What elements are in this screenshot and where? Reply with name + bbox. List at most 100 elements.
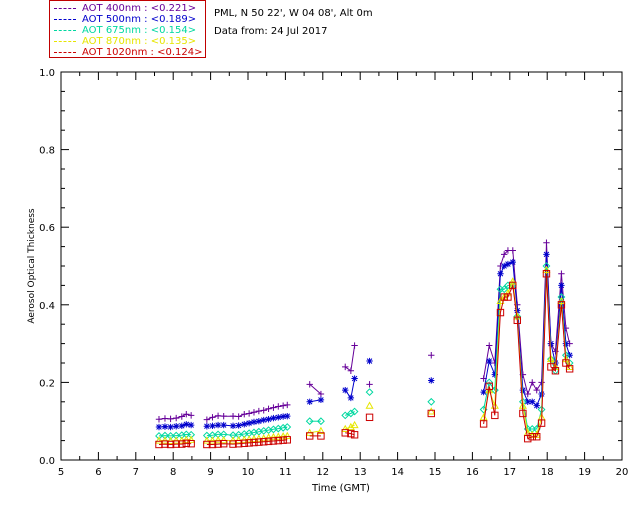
data-point bbox=[187, 412, 195, 419]
data-point bbox=[537, 419, 546, 427]
data-point bbox=[274, 436, 282, 445]
data-point bbox=[260, 438, 268, 446]
data-point bbox=[305, 417, 314, 426]
data-point bbox=[497, 270, 504, 277]
data-point bbox=[547, 340, 555, 347]
data-point bbox=[524, 434, 532, 443]
data-point bbox=[265, 405, 272, 412]
data-point bbox=[172, 423, 180, 430]
data-point bbox=[500, 251, 508, 258]
data-point bbox=[347, 394, 355, 402]
data-point bbox=[214, 412, 222, 419]
series-line bbox=[158, 442, 192, 446]
data-point bbox=[500, 262, 508, 270]
data-point bbox=[350, 420, 359, 429]
data-point bbox=[269, 437, 278, 445]
data-point bbox=[284, 412, 291, 420]
data-point bbox=[341, 429, 349, 437]
data-point bbox=[166, 436, 175, 445]
data-point bbox=[479, 413, 488, 421]
data-point bbox=[317, 396, 325, 404]
data-point bbox=[306, 398, 313, 405]
data-point bbox=[274, 432, 283, 440]
y-tick-label: 0.4 bbox=[39, 301, 55, 312]
x-tick-label: 18 bbox=[541, 467, 554, 478]
data-point bbox=[172, 414, 180, 422]
series-line bbox=[345, 432, 355, 436]
data-point bbox=[317, 390, 325, 398]
data-point bbox=[557, 296, 566, 304]
x-axis-label: Time (GMT) bbox=[311, 483, 370, 494]
data-point bbox=[203, 416, 211, 423]
data-point bbox=[214, 435, 223, 444]
data-point bbox=[342, 363, 349, 371]
data-point bbox=[543, 239, 550, 246]
series-aot-1020nm bbox=[155, 270, 574, 449]
y-tick-label: 1.0 bbox=[39, 68, 55, 79]
data-point bbox=[178, 440, 186, 448]
data-point bbox=[341, 424, 350, 433]
series-line bbox=[483, 273, 571, 440]
data-point bbox=[347, 367, 355, 374]
data-point bbox=[250, 438, 258, 447]
data-point bbox=[183, 411, 190, 418]
data-point bbox=[260, 416, 267, 424]
data-point bbox=[178, 413, 186, 420]
data-point bbox=[161, 415, 169, 422]
data-point bbox=[161, 423, 169, 430]
data-point bbox=[161, 431, 169, 440]
data-point bbox=[529, 379, 536, 386]
data-point bbox=[427, 397, 436, 406]
x-tick-label: 7 bbox=[133, 467, 139, 478]
data-point bbox=[270, 414, 277, 422]
y-tick-label: 0.6 bbox=[39, 223, 55, 234]
legend-swatch bbox=[54, 7, 76, 9]
data-point bbox=[351, 375, 358, 382]
data-point bbox=[486, 357, 493, 365]
data-point bbox=[240, 439, 248, 448]
legend-swatch bbox=[54, 51, 76, 53]
data-point bbox=[155, 423, 163, 431]
data-point bbox=[366, 357, 373, 365]
data-point bbox=[214, 440, 222, 448]
data-point bbox=[547, 363, 555, 371]
data-point bbox=[543, 251, 550, 258]
legend-item-870nm: AOT 870nm : <0.135> bbox=[54, 36, 196, 47]
data-point bbox=[234, 435, 243, 444]
data-point bbox=[279, 413, 287, 420]
data-point bbox=[202, 436, 211, 444]
data-point bbox=[528, 433, 536, 441]
data-point bbox=[565, 365, 574, 373]
data-point bbox=[172, 431, 181, 440]
data-point bbox=[558, 282, 565, 289]
x-tick-label: 10 bbox=[242, 467, 255, 478]
data-point bbox=[166, 432, 175, 440]
data-point bbox=[245, 410, 253, 417]
data-point bbox=[234, 440, 243, 448]
data-point bbox=[529, 398, 536, 405]
data-point bbox=[316, 426, 325, 434]
x-tick-label: 14 bbox=[391, 467, 404, 478]
legend-item-675nm: AOT 675nm : <0.154> bbox=[54, 25, 196, 36]
data-point bbox=[519, 386, 527, 394]
site-location: PML, N 50 22', W 04 08', Alt 0m bbox=[214, 8, 373, 19]
data-point bbox=[504, 293, 512, 301]
data-point bbox=[270, 404, 277, 411]
data-point bbox=[235, 413, 242, 420]
data-point bbox=[485, 382, 493, 390]
data-point bbox=[182, 435, 191, 443]
data-point bbox=[479, 420, 488, 428]
legend-swatch bbox=[54, 18, 76, 20]
data-point bbox=[279, 432, 288, 440]
data-point bbox=[279, 402, 287, 409]
x-tick-label: 8 bbox=[170, 467, 176, 478]
data-point bbox=[491, 411, 499, 420]
data-point bbox=[241, 421, 248, 428]
data-point bbox=[284, 401, 291, 409]
legend-item-1020nm: AOT 1020nm : <0.124> bbox=[54, 47, 202, 58]
data-point bbox=[500, 285, 509, 294]
data-point bbox=[366, 381, 373, 388]
series-aot-500nm bbox=[155, 251, 573, 431]
data-point bbox=[167, 415, 174, 423]
